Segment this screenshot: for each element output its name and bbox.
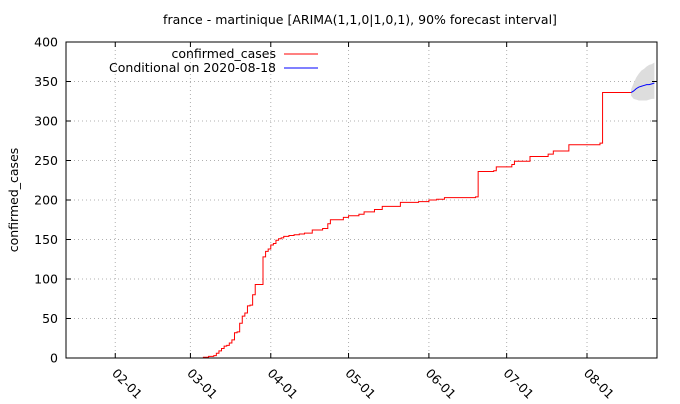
chart-title: france - martinique [ARIMA(1,1,0|1,0,1),… bbox=[163, 12, 557, 27]
y-tick-label: 400 bbox=[34, 35, 58, 50]
x-tick-label: 08-01 bbox=[581, 366, 617, 400]
forecast-interval-band bbox=[631, 62, 655, 101]
x-tick-label: 02-01 bbox=[109, 366, 145, 400]
x-tick-label: 04-01 bbox=[265, 366, 301, 400]
y-tick-label: 0 bbox=[50, 351, 58, 366]
x-tick-label: 07-01 bbox=[501, 366, 537, 400]
x-tick-label: 06-01 bbox=[423, 366, 459, 400]
series-line-forecast bbox=[630, 82, 655, 93]
y-tick-label: 250 bbox=[34, 153, 58, 168]
series-line-confirmed-cases bbox=[66, 92, 632, 359]
legend-label: confirmed_cases bbox=[171, 46, 276, 61]
y-axis-label: confirmed_cases bbox=[6, 148, 21, 253]
legend-label: Conditional on 2020-08-18 bbox=[109, 60, 276, 75]
y-tick-label: 200 bbox=[34, 193, 58, 208]
grid bbox=[66, 42, 657, 358]
y-axis-ticks: 0 50 100 150 200 250 300 350 400 bbox=[34, 35, 657, 366]
y-tick-label: 300 bbox=[34, 114, 58, 129]
y-tick-label: 150 bbox=[34, 232, 58, 247]
y-tick-label: 350 bbox=[34, 74, 58, 89]
series-layer bbox=[66, 82, 655, 359]
x-tick-label: 03-01 bbox=[184, 366, 220, 400]
y-tick-label: 50 bbox=[42, 311, 58, 326]
x-tick-label: 05-01 bbox=[342, 366, 378, 400]
forecast-interval bbox=[631, 62, 655, 101]
x-axis-ticks: 02-01 03-01 04-01 05-01 06-01 07-01 08-01 bbox=[109, 42, 617, 402]
y-tick-label: 100 bbox=[34, 272, 58, 287]
